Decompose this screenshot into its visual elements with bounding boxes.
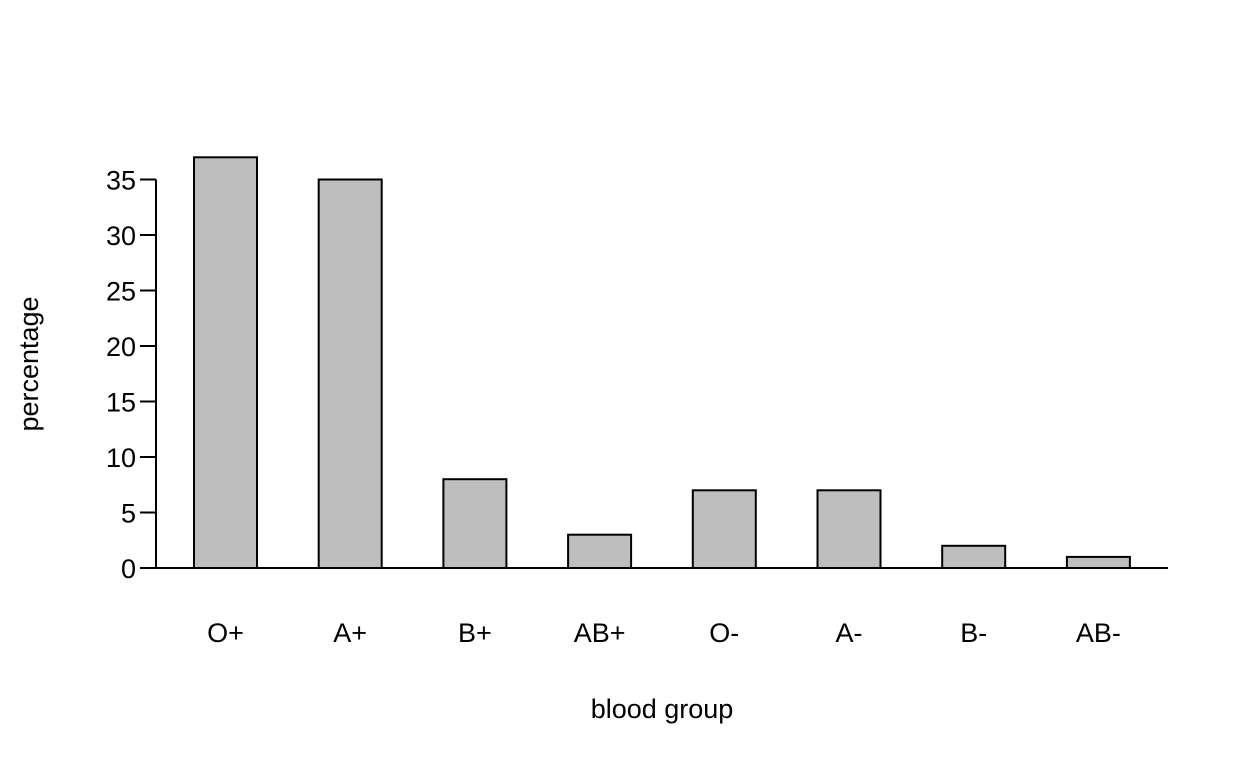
bar-B+ (442, 478, 508, 570)
x-tick-label: O- (709, 618, 739, 648)
bar-O- (691, 489, 757, 569)
y-axis: 0 5 10 15 20 25 30 35 (106, 166, 157, 584)
y-tick-label: 10 (106, 443, 136, 473)
bar-AB- (1065, 555, 1131, 570)
x-axis-title: blood group (591, 694, 734, 724)
bar-O+ (193, 156, 258, 570)
x-tick-label: O+ (207, 618, 244, 648)
y-tick-label: 25 (106, 277, 136, 307)
x-tick-label: B+ (458, 618, 492, 648)
x-axis-labels: O+ A+ B+ AB+ O- A- B- AB- (207, 618, 1121, 648)
y-tick-label: 35 (106, 166, 136, 196)
bar-A- (816, 489, 882, 569)
bar-A+ (317, 178, 383, 569)
bars-group (193, 156, 1131, 570)
y-tick-label: 30 (106, 221, 136, 251)
x-tick-label: A- (836, 618, 863, 648)
y-axis-title: percentage (14, 296, 44, 431)
bar-B- (941, 544, 1007, 569)
x-tick-label: A+ (333, 618, 367, 648)
y-tick-label: 15 (106, 388, 136, 418)
y-tick-label: 0 (121, 554, 136, 584)
y-tick-label: 5 (121, 499, 136, 529)
x-tick-label: B- (960, 618, 987, 648)
y-tick-label: 20 (106, 332, 136, 362)
x-tick-label: AB+ (574, 618, 626, 648)
x-tick-label: AB- (1076, 618, 1121, 648)
bar-AB+ (567, 533, 633, 570)
